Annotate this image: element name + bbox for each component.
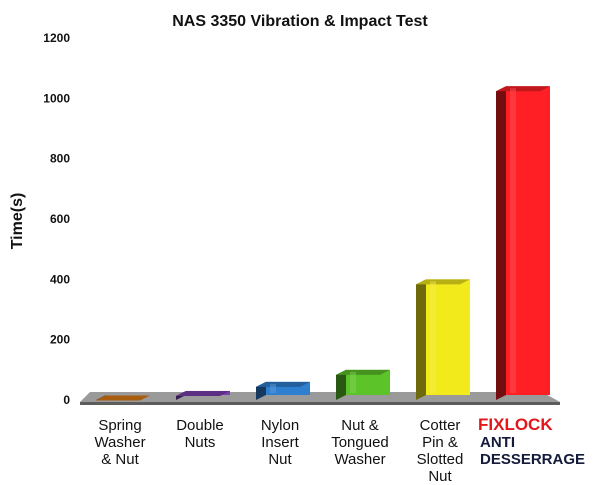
category-label: Nuts xyxy=(185,434,216,451)
y-tick-label: 600 xyxy=(50,212,70,226)
bar-highlight xyxy=(430,281,436,393)
category-label: Spring xyxy=(98,417,141,434)
bar xyxy=(496,86,550,401)
category-label: Nut & xyxy=(341,417,379,434)
category-label: ANTI xyxy=(480,434,515,451)
bar-top xyxy=(96,395,150,401)
bar-top xyxy=(256,381,310,387)
bar-top xyxy=(176,390,230,396)
category-label: Pin & xyxy=(422,434,458,451)
bar-side xyxy=(496,86,506,401)
chart-title: NAS 3350 Vibration & Impact Test xyxy=(172,13,428,30)
y-tick-label: 0 xyxy=(63,393,70,407)
category-label: Nylon xyxy=(261,417,299,434)
category-label: Double xyxy=(176,417,224,434)
bar-front xyxy=(426,279,470,395)
chart-floor-edge xyxy=(80,402,560,405)
y-axis-label: Time(s) xyxy=(9,193,26,250)
category-label: Cotter xyxy=(420,417,461,434)
axis-layer: 0 200 400 600 800 1000 1200 xyxy=(43,31,560,407)
y-tick-label: 800 xyxy=(50,152,70,166)
category-label: Tongued xyxy=(331,434,389,451)
category-label: & Nut xyxy=(101,451,139,468)
bar-top xyxy=(416,279,470,285)
bar xyxy=(416,279,470,400)
category-label: Nut xyxy=(268,451,292,468)
category-label: DESSERRAGE xyxy=(480,451,585,468)
bar-highlight xyxy=(270,383,276,393)
bar xyxy=(96,395,150,401)
category-label: Washer xyxy=(334,451,385,468)
bar-front xyxy=(506,86,550,396)
y-tick-label: 200 xyxy=(50,333,70,347)
category-label: Washer xyxy=(94,434,145,451)
bars-layer xyxy=(96,86,550,401)
category-label: FIXLOCK xyxy=(478,415,553,434)
bar xyxy=(256,381,310,400)
chart-floor xyxy=(80,392,560,402)
bar-side xyxy=(416,279,426,400)
bar-highlight xyxy=(350,371,356,393)
bar-side xyxy=(96,395,106,401)
y-tick-label: 1000 xyxy=(43,91,70,105)
bar-top xyxy=(496,86,550,92)
bar-top xyxy=(336,369,390,375)
category-label: Slotted xyxy=(417,451,464,468)
bar-side xyxy=(336,369,346,400)
bar xyxy=(176,390,230,400)
y-tick-label: 1200 xyxy=(43,31,70,45)
y-tick-label: 400 xyxy=(50,272,70,286)
category-label: Insert xyxy=(261,434,299,451)
bar xyxy=(336,369,390,400)
bar-highlight xyxy=(510,88,516,394)
category-label: Nut xyxy=(428,468,452,485)
